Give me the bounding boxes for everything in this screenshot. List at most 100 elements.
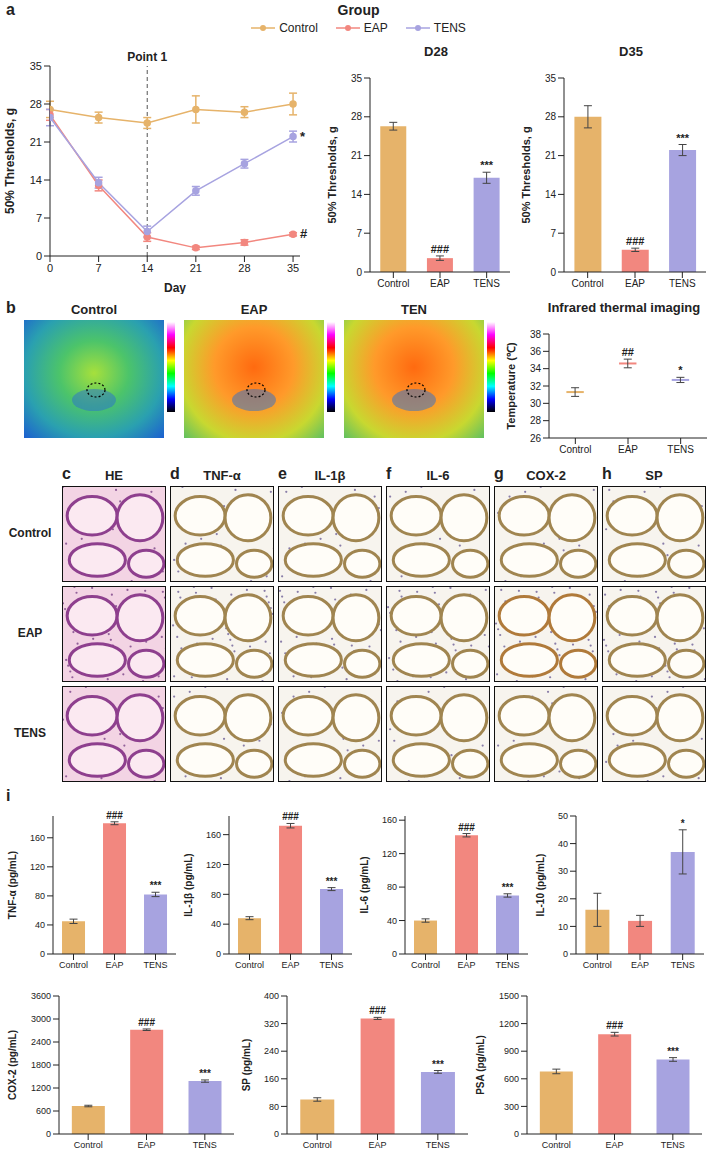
svg-text:***: ***: [150, 880, 162, 891]
svg-text:EAP: EAP: [631, 960, 649, 970]
svg-text:14: 14: [545, 189, 557, 200]
svg-text:34: 34: [530, 363, 542, 374]
svg-text:TENS: TENS: [193, 1140, 217, 1150]
svg-text:EAP: EAP: [368, 1140, 386, 1150]
svg-text:40: 40: [211, 919, 221, 929]
svg-text:###: ###: [431, 243, 449, 255]
svg-text:*: *: [681, 818, 685, 829]
svg-text:21: 21: [190, 262, 202, 274]
svg-text:***: ***: [326, 876, 338, 887]
svg-text:600: 600: [504, 1074, 519, 1084]
svg-text:TENS: TENS: [661, 1140, 685, 1150]
svg-text:28: 28: [30, 98, 42, 110]
svg-text:*: *: [300, 129, 306, 144]
svg-text:0: 0: [274, 1129, 279, 1139]
svg-text:14: 14: [30, 174, 42, 186]
svg-text:TENS: TENS: [143, 960, 167, 970]
svg-text:Control: Control: [411, 960, 440, 970]
svg-text:Temperature (℃): Temperature (℃): [505, 342, 517, 430]
svg-text:0: 0: [563, 949, 568, 959]
svg-text:0: 0: [40, 949, 45, 959]
svg-text:Point 1: Point 1: [127, 50, 167, 64]
svg-text:160: 160: [264, 1074, 279, 1084]
svg-text:IL-1β (pg/mL): IL-1β (pg/mL): [183, 853, 194, 916]
svg-text:50: 50: [558, 811, 568, 821]
svg-text:TENS: TENS: [667, 444, 694, 455]
svg-text:PSA (pg/mL): PSA (pg/mL): [475, 1035, 486, 1095]
svg-text:28: 28: [351, 111, 363, 122]
svg-text:***: ***: [199, 1068, 211, 1079]
svg-text:0: 0: [36, 250, 42, 262]
svg-text:***: ***: [480, 159, 494, 171]
svg-text:21: 21: [30, 136, 42, 148]
svg-text:40: 40: [558, 839, 568, 849]
svg-text:30: 30: [530, 398, 542, 409]
svg-text:28: 28: [238, 262, 250, 274]
svg-text:0: 0: [216, 949, 221, 959]
svg-text:EAP: EAP: [105, 960, 123, 970]
svg-text:*: *: [678, 364, 683, 376]
svg-text:0: 0: [46, 1129, 51, 1139]
svg-text:COX-2 (pg/mL): COX-2 (pg/mL): [7, 1030, 18, 1100]
svg-text:TENS: TENS: [671, 960, 695, 970]
svg-text:2400: 2400: [31, 1037, 51, 1047]
svg-text:1200: 1200: [499, 1019, 519, 1029]
svg-text:#: #: [300, 226, 308, 241]
svg-text:0: 0: [550, 267, 556, 278]
svg-text:14: 14: [141, 262, 153, 274]
svg-text:7: 7: [550, 228, 556, 239]
svg-text:300: 300: [504, 1102, 519, 1112]
svg-text:21: 21: [351, 150, 363, 161]
svg-text:Control: Control: [235, 960, 264, 970]
svg-text:32: 32: [530, 381, 542, 392]
svg-text:600: 600: [36, 1106, 51, 1116]
svg-text:38: 38: [530, 329, 542, 340]
svg-text:3600: 3600: [31, 991, 51, 1001]
svg-text:TENS: TENS: [495, 960, 519, 970]
svg-text:TENS: TENS: [319, 960, 343, 970]
svg-text:40: 40: [35, 920, 45, 930]
svg-text:0: 0: [47, 262, 53, 274]
svg-text:TENS: TENS: [473, 278, 500, 289]
svg-text:28: 28: [545, 111, 557, 122]
svg-text:1200: 1200: [31, 1083, 51, 1093]
svg-text:80: 80: [269, 1102, 279, 1112]
svg-text:Control: Control: [303, 1140, 332, 1150]
svg-text:Control: Control: [572, 278, 604, 289]
svg-text:###: ###: [282, 811, 299, 822]
svg-text:EAP: EAP: [281, 960, 299, 970]
svg-text:##: ##: [622, 346, 634, 358]
svg-text:50% Thresholds, g: 50% Thresholds, g: [4, 108, 17, 214]
svg-text:3000: 3000: [31, 1014, 51, 1024]
svg-text:40: 40: [387, 916, 397, 926]
svg-text:900: 900: [504, 1046, 519, 1056]
svg-text:0: 0: [514, 1129, 519, 1139]
svg-text:0: 0: [392, 949, 397, 959]
svg-text:***: ***: [502, 882, 514, 893]
svg-text:EAP: EAP: [605, 1140, 623, 1150]
svg-text:###: ###: [138, 1017, 155, 1028]
svg-text:120: 120: [382, 849, 397, 859]
svg-text:EAP: EAP: [137, 1140, 155, 1150]
svg-text:240: 240: [264, 1046, 279, 1056]
svg-text:Control: Control: [59, 960, 88, 970]
svg-text:Day: Day: [164, 281, 186, 294]
svg-text:Control: Control: [542, 1140, 571, 1150]
svg-text:50% Thresholds, g: 50% Thresholds, g: [326, 126, 338, 223]
svg-text:***: ***: [432, 1059, 444, 1070]
svg-text:EAP: EAP: [625, 278, 645, 289]
svg-text:###: ###: [369, 1005, 386, 1016]
svg-text:160: 160: [206, 830, 221, 840]
svg-text:1800: 1800: [31, 1060, 51, 1070]
svg-text:EAP: EAP: [457, 960, 475, 970]
svg-text:80: 80: [35, 891, 45, 901]
svg-text:Control: Control: [74, 1140, 103, 1150]
svg-text:35: 35: [287, 262, 299, 274]
svg-text:26: 26: [530, 433, 542, 444]
svg-text:1500: 1500: [499, 991, 519, 1001]
svg-text:###: ###: [106, 810, 123, 821]
svg-text:Control: Control: [559, 444, 591, 455]
svg-text:0: 0: [356, 267, 362, 278]
svg-text:TENS: TENS: [669, 278, 696, 289]
svg-text:28: 28: [530, 415, 542, 426]
